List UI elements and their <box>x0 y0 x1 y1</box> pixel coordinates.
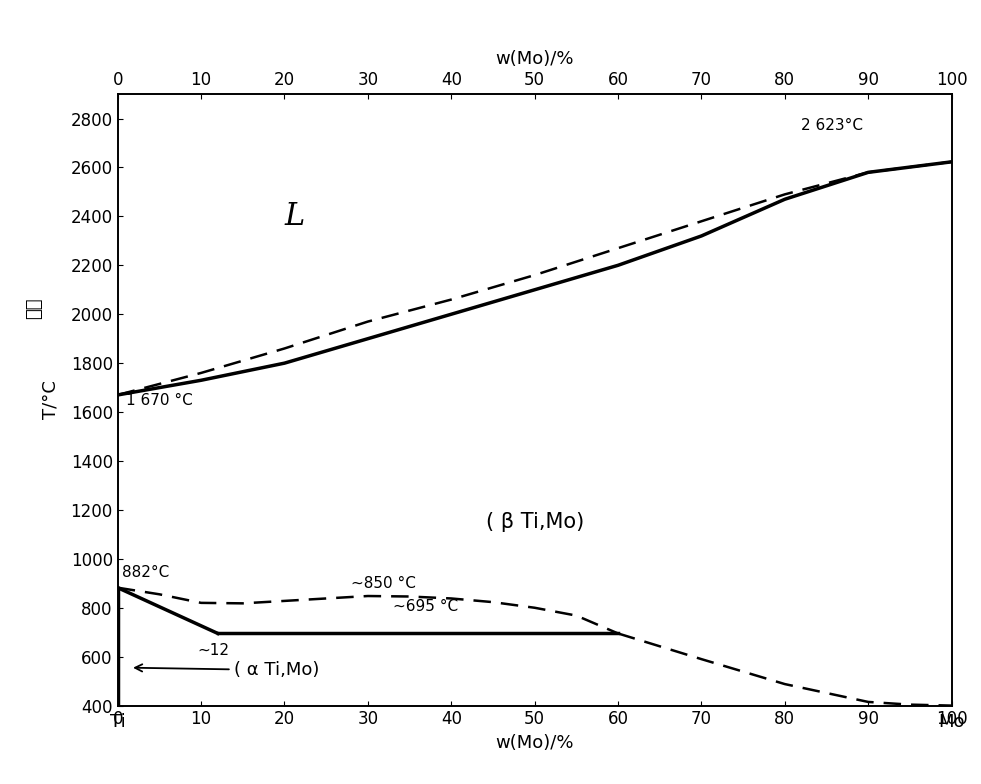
Text: ( α Ti,Mo): ( α Ti,Mo) <box>135 661 320 679</box>
X-axis label: w(Mo)/%: w(Mo)/% <box>495 50 574 68</box>
Text: L: L <box>284 201 305 232</box>
Text: 温度: 温度 <box>26 297 43 319</box>
Text: Ti: Ti <box>110 713 126 731</box>
Text: ~695 °C: ~695 °C <box>392 599 458 614</box>
Text: 2 623°C: 2 623°C <box>801 118 863 133</box>
Text: ~12: ~12 <box>197 643 230 658</box>
Text: 882°C: 882°C <box>122 564 169 579</box>
Text: ( β Ti,Mo): ( β Ti,Mo) <box>486 512 584 532</box>
X-axis label: w(Mo)/%: w(Mo)/% <box>495 734 574 752</box>
Text: 1 670 °C: 1 670 °C <box>126 394 193 408</box>
Text: Mo: Mo <box>938 713 965 731</box>
Y-axis label: T/°C: T/°C <box>41 380 60 419</box>
Text: ~850 °C: ~850 °C <box>351 576 416 591</box>
